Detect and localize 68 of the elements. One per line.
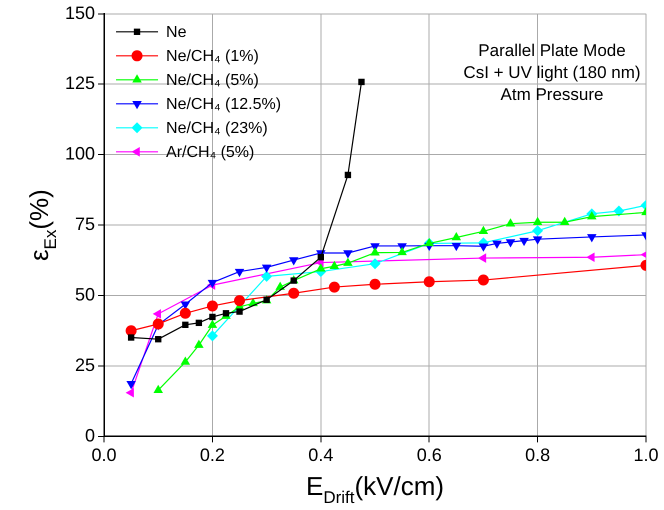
point [196, 320, 202, 326]
point [222, 310, 230, 316]
point [560, 216, 570, 226]
point [370, 258, 381, 270]
legend-label: Ar/CH₄ (5%) [166, 144, 254, 162]
y-tick-label: 50 [75, 284, 96, 304]
x-tick-label: 0.2 [200, 445, 225, 466]
annotation: Parallel Plate Mode [478, 40, 626, 60]
point [234, 295, 246, 306]
point [506, 218, 516, 226]
legend-label: Ne/CH₄ (12.5%) [166, 96, 282, 114]
point [344, 172, 352, 178]
point [152, 318, 164, 330]
x-tick-label: 0.6 [416, 445, 442, 466]
point [182, 322, 189, 328]
point [126, 388, 134, 398]
x-tick-label: 0.0 [92, 445, 117, 466]
y-tick-label: 150 [64, 2, 96, 23]
legend-label: Ne/CH₄ (23%) [166, 120, 268, 138]
point [478, 253, 486, 263]
x-tick-label: 0.8 [525, 445, 550, 466]
point [261, 270, 272, 282]
point [328, 282, 340, 293]
y-tick-label: 125 [64, 73, 96, 94]
y-axis-title: εEx(%) [24, 189, 60, 262]
annotation: Atm Pressure [500, 84, 604, 104]
legend-label: Ne/CH₄ (5%) [166, 72, 259, 90]
y-tick-label: 100 [64, 144, 96, 164]
point [288, 288, 300, 299]
point [532, 216, 542, 226]
point [370, 278, 381, 290]
point [180, 356, 190, 365]
point [532, 225, 544, 236]
point [206, 330, 218, 342]
point [194, 340, 204, 348]
point [424, 238, 434, 246]
point [478, 243, 488, 252]
point [128, 334, 134, 341]
legend-label: Ne [166, 24, 187, 42]
point [209, 314, 216, 320]
point [613, 206, 624, 217]
point [330, 260, 340, 269]
point [152, 309, 161, 319]
point [586, 252, 595, 262]
point [478, 274, 489, 286]
point [452, 232, 462, 240]
point [316, 263, 326, 272]
point [343, 258, 353, 266]
y-tick-label: 0 [85, 425, 96, 446]
point [343, 250, 353, 258]
point [208, 320, 218, 328]
annotation: CsI + UV light (180 nm) [463, 62, 641, 82]
point [318, 254, 324, 260]
point [206, 300, 218, 312]
x-tick-label: 1.0 [633, 445, 659, 466]
point [478, 226, 488, 234]
point [370, 247, 380, 256]
point [397, 246, 407, 256]
y-tick-label: 75 [75, 214, 96, 234]
x-tick-label: 0.4 [308, 445, 334, 466]
y-tick-label: 25 [75, 354, 96, 375]
legend-label: Ne/CH₄ (1%) [166, 48, 259, 66]
point [155, 336, 162, 342]
point [587, 211, 597, 220]
point [424, 276, 435, 288]
point [236, 308, 243, 315]
point [153, 384, 163, 393]
point [180, 308, 191, 319]
